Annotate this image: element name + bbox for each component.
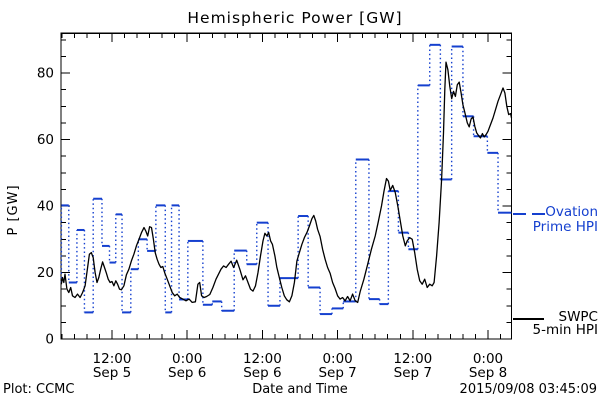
svg-text:80: 80 (37, 66, 54, 82)
svg-text:Sep 8: Sep 8 (469, 365, 507, 381)
chart-title: Hemispheric Power [GW] (187, 9, 403, 27)
legend-swpc-label: SWPC 5-min HPI (532, 309, 599, 338)
plot-credit: Plot: CCMC (3, 382, 75, 397)
svg-text:0: 0 (45, 332, 54, 348)
svg-text:0:00: 0:00 (172, 351, 202, 367)
legend-swpc-line2: 5-min HPI (532, 322, 598, 338)
legend-swpc-line1: SWPC (558, 309, 599, 325)
legend-ovation-line2: Prime HPI (532, 219, 598, 235)
svg-text:Sep 6: Sep 6 (243, 365, 281, 381)
svg-text:12:00: 12:00 (93, 351, 132, 367)
svg-text:12:00: 12:00 (243, 351, 282, 367)
legend-ovation-dashed-line (513, 213, 546, 215)
svg-text:20: 20 (37, 265, 54, 281)
svg-text:60: 60 (37, 132, 54, 148)
svg-text:0:00: 0:00 (473, 351, 503, 367)
svg-text:Sep 7: Sep 7 (394, 365, 432, 381)
legend-swpc-solid-line (513, 318, 544, 320)
axis-ticks (61, 33, 512, 339)
svg-text:Sep 5: Sep 5 (93, 365, 131, 381)
y-axis-label: P [GW] (6, 184, 21, 236)
swpc-hpi-line (60, 61, 513, 304)
ovation-prime-series (60, 43, 512, 316)
plot-frame (60, 32, 513, 340)
svg-text:40: 40 (37, 199, 54, 215)
y-tick-labels: 0 20 40 60 80 (37, 66, 54, 348)
plot-timestamp: 2015/09/08 03:45:09 (459, 382, 597, 397)
legend-ovation-line1: Ovation (545, 204, 598, 220)
x-axis-title: Date and Time (252, 382, 348, 397)
svg-text:Sep 6: Sep 6 (168, 365, 206, 381)
svg-text:0:00: 0:00 (322, 351, 352, 367)
svg-text:12:00: 12:00 (393, 351, 432, 367)
svg-text:Sep 7: Sep 7 (318, 365, 356, 381)
legend-ovation-label: Ovation Prime HPI (533, 205, 598, 235)
